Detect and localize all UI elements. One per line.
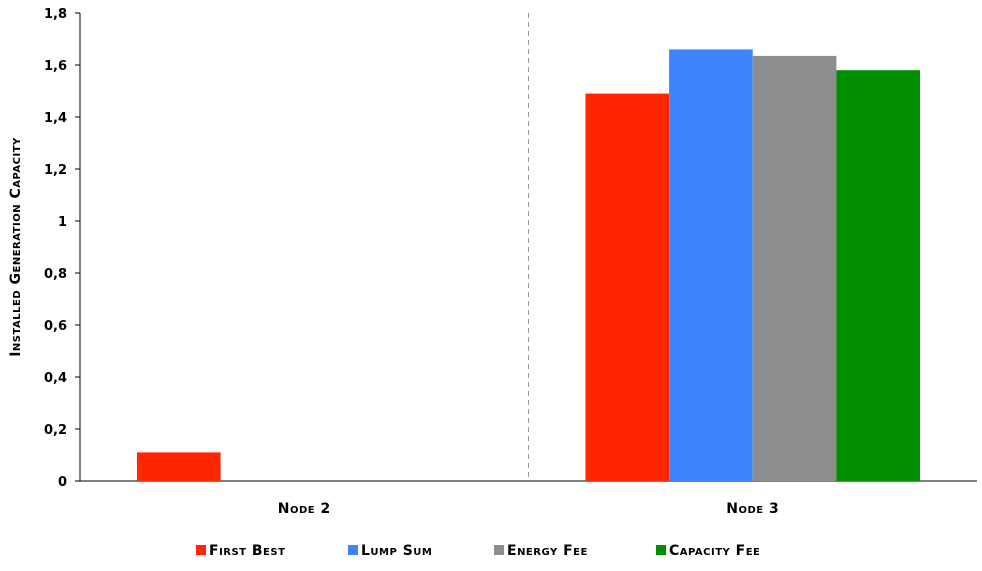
legend-swatch-first-best <box>196 545 206 555</box>
bar-capacity-fee-node-3 <box>836 70 921 481</box>
x-category-label: Node 3 <box>726 501 779 517</box>
y-tick-label: 0,4 <box>44 371 67 386</box>
y-tick-label: 0,2 <box>44 423 67 438</box>
bar-first-best-node-2 <box>136 452 221 481</box>
legend-label-first-best: First Best <box>209 543 285 559</box>
y-tick-label: 0,6 <box>44 319 67 334</box>
y-tick-label: 1,4 <box>44 111 67 126</box>
legend-swatch-capacity-fee <box>656 545 666 555</box>
y-tick-label: 0 <box>58 475 67 490</box>
y-tick-label: 1,2 <box>44 163 67 178</box>
legend: First Best Lump Sum Energy Fee Capacity Fee <box>196 543 760 559</box>
legend-swatch-energy-fee <box>494 545 504 555</box>
y-tick-label: 1,8 <box>44 7 67 22</box>
x-axis-labels: Node 2 Node 3 <box>278 501 779 517</box>
legend-label-lump-sum: Lump Sum <box>361 543 432 559</box>
bar-lump-sum-node-3 <box>669 49 753 482</box>
y-tick-label: 0,8 <box>44 267 67 282</box>
bar-first-best-node-3 <box>585 93 670 481</box>
y-tick-label: 1 <box>58 215 67 230</box>
bar-energy-fee-node-3 <box>752 55 837 482</box>
y-axis-ticks: 0 0,2 0,4 0,6 0,8 1 1,2 1,4 1,6 1,8 <box>44 7 80 490</box>
legend-label-capacity-fee: Capacity Fee <box>669 543 760 559</box>
legend-swatch-lump-sum <box>348 545 358 555</box>
legend-label-energy-fee: Energy Fee <box>507 543 588 559</box>
bars <box>136 49 921 482</box>
x-category-label: Node 2 <box>278 501 331 517</box>
y-tick-label: 1,6 <box>44 59 67 74</box>
y-axis-label: Installed Generation Capacity <box>8 137 24 357</box>
